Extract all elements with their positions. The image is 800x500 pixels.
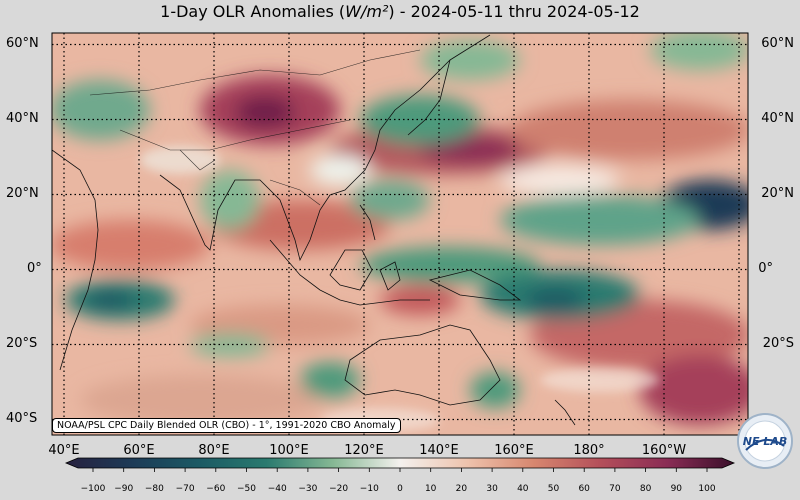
lat-label-left: 60°N bbox=[6, 36, 39, 51]
title-prefix: 1-Day OLR Anomalies ( bbox=[160, 2, 346, 21]
colorbar-tick-label: −70 bbox=[175, 484, 195, 494]
colorbar-tick-label: −100 bbox=[80, 484, 106, 494]
lat-label-left: 40°N bbox=[6, 111, 39, 126]
colorbar-tick-label: −50 bbox=[237, 484, 256, 494]
lat-label-right: 0° bbox=[758, 261, 773, 276]
borders bbox=[89, 49, 421, 206]
colorbar-tick-label: 70 bbox=[609, 484, 621, 494]
colorbar-tick-label: 10 bbox=[424, 484, 437, 494]
lat-label-right: 40°N bbox=[761, 111, 794, 126]
title-unit: W/m² bbox=[345, 2, 389, 21]
data-credit: NOAA/PSL CPC Daily Blended OLR (CBO) - 1… bbox=[52, 418, 401, 433]
coastlines bbox=[52, 34, 576, 426]
colorbar-tick-label: −90 bbox=[114, 484, 134, 494]
logo-text: NE LAB bbox=[743, 435, 787, 448]
lon-label: 160°W bbox=[641, 443, 687, 458]
colorbar-tick-label: 50 bbox=[547, 484, 560, 494]
noaa-logo: NE LAB bbox=[737, 413, 793, 469]
lon-label: 120°E bbox=[344, 443, 384, 458]
colorbar-tick-label: 60 bbox=[578, 484, 590, 494]
colorbar bbox=[64, 457, 736, 472]
lat-label-right: 20°N bbox=[761, 186, 794, 201]
colorbar-tick-label: 100 bbox=[698, 484, 716, 494]
lat-label-left: 0° bbox=[27, 261, 42, 276]
title-suffix: ) - 2024-05-11 thru 2024-05-12 bbox=[388, 2, 640, 21]
colorbar-tick-label: 0 bbox=[397, 484, 403, 494]
lat-label-left: 40°S bbox=[6, 411, 38, 426]
lon-label: 60°E bbox=[123, 443, 155, 458]
lon-label: 80°E bbox=[198, 443, 230, 458]
lat-label-right: 20°S bbox=[762, 336, 794, 351]
lon-label: 160°E bbox=[494, 443, 534, 458]
lat-label-left: 20°N bbox=[6, 186, 39, 201]
colorbar-tick-label: −80 bbox=[144, 484, 164, 494]
colorbar-tick-label: −60 bbox=[206, 484, 226, 494]
lat-label-left: 20°S bbox=[6, 336, 38, 351]
lon-label: 40°E bbox=[48, 443, 80, 458]
colorbar-tick-label: −20 bbox=[329, 484, 349, 494]
colorbar-tick-label: 40 bbox=[517, 484, 529, 494]
colorbar-tick-label: 90 bbox=[670, 484, 683, 494]
colorbar-tick-label: −40 bbox=[267, 484, 287, 494]
colorbar-tick-label: 30 bbox=[486, 484, 498, 494]
lon-label: 100°E bbox=[269, 443, 309, 458]
lon-label: 140°E bbox=[419, 443, 459, 458]
anomaly-field bbox=[52, 33, 748, 435]
colorbar-tick-label: 80 bbox=[639, 484, 652, 494]
lat-label-right: 60°N bbox=[761, 36, 794, 51]
map-frame bbox=[51, 32, 749, 436]
colorbar-tick-label: 20 bbox=[455, 484, 468, 494]
map-title: 1-Day OLR Anomalies (W/m²) - 2024-05-11 … bbox=[0, 0, 800, 24]
colorbar-tick-label: −30 bbox=[298, 484, 318, 494]
colorbar-tick-label: −10 bbox=[359, 484, 379, 494]
lon-label: 180° bbox=[573, 443, 605, 458]
